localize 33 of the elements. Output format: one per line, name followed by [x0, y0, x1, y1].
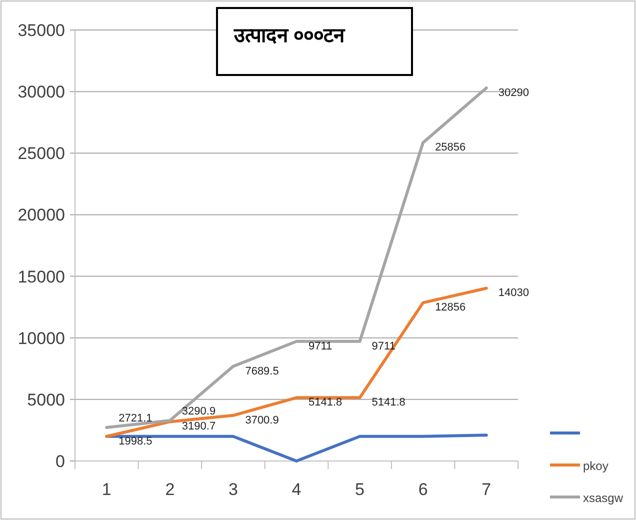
x-tick-label: 2: [165, 480, 175, 499]
data-label: 3700.9: [245, 414, 279, 426]
line-series: [105, 286, 488, 438]
y-tick-label: 5000: [27, 390, 65, 410]
data-label: 5141.8: [372, 396, 406, 409]
x-tick-label: 5: [355, 480, 365, 499]
title: उत्पादन ०००टन: [216, 7, 413, 76]
y-tick-label: 35000: [18, 21, 65, 40]
y-tick-label: 10000: [18, 328, 65, 348]
data-label: 7689.5: [245, 365, 279, 378]
x-tick-label: 3: [228, 480, 238, 499]
x-tick-label: 4: [292, 480, 302, 499]
data-label: 9711: [308, 340, 332, 352]
data-label: 12856: [435, 302, 466, 314]
y-tick-label: 25000: [18, 144, 65, 164]
data-label: 3190.7: [182, 420, 216, 433]
data-label: 25856: [435, 142, 466, 154]
chart-title: उत्पादन ०००टन: [233, 25, 346, 47]
y-tick-label: 0: [56, 452, 65, 471]
x-tick-label: 7: [482, 480, 492, 499]
legend-label: xsasgw: [583, 491, 624, 505]
data-label: 2721.1: [118, 412, 152, 424]
y-tick-label: 30000: [18, 82, 65, 102]
data-label: 1998.5: [118, 435, 152, 448]
y-tick-label: 15000: [18, 267, 65, 286]
x-tick-label: 1: [102, 480, 112, 499]
y-tick-label: 20000: [18, 206, 65, 225]
data-label: 30290: [498, 87, 529, 99]
x-tick-label: 6: [418, 480, 428, 499]
legend-label: pkoy: [583, 459, 608, 473]
data-label: 5141.8: [308, 396, 342, 409]
data-label: 3290.9: [182, 405, 216, 418]
data-label: 14030: [498, 287, 529, 300]
